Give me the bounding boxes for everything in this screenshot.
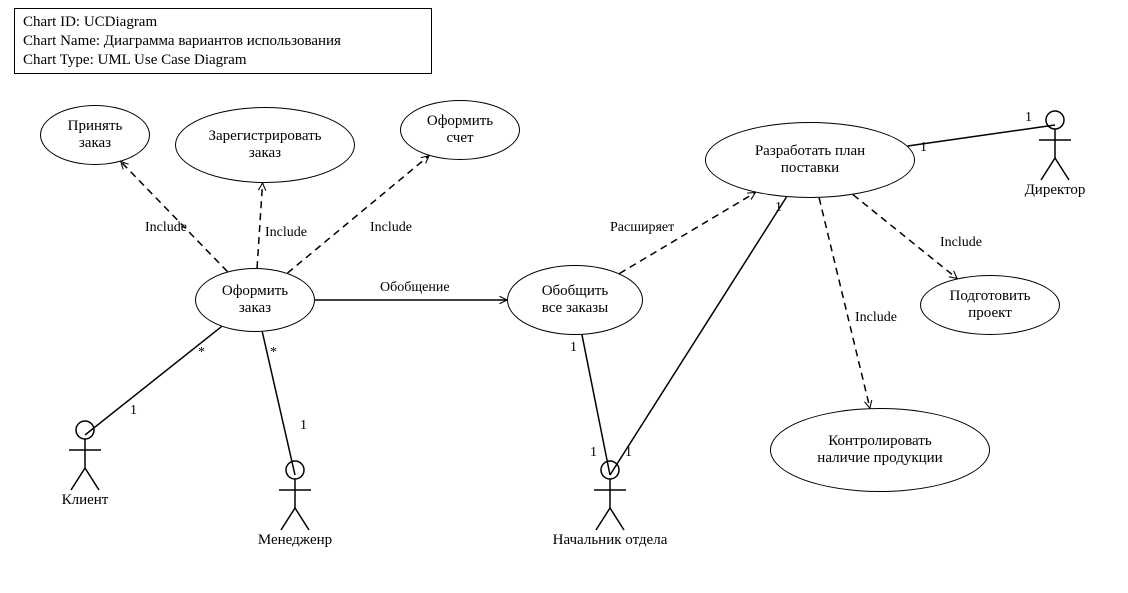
diagram-canvas: Chart ID: UCDiagram Chart Name: Диаграмм… [0, 0, 1128, 593]
usecase-register_order-label: Зарегистрировать заказ [209, 128, 322, 162]
usecase-plan-label: Разработать план поставки [755, 143, 865, 177]
usecase-place_order-label: Оформить заказ [222, 283, 288, 317]
edge-inc5-label: Include [855, 310, 897, 326]
chart-info-box: Chart ID: UCDiagram Chart Name: Диаграмм… [14, 8, 432, 74]
usecase-control: Контролировать наличие продукции [770, 408, 990, 492]
assoc-a1 [85, 327, 222, 435]
actor-client-label: Клиент [15, 492, 155, 509]
usecase-aggregate-label: Обобщить все заказы [542, 283, 609, 317]
edge-gen-label: Обобщение [380, 280, 450, 296]
assoc-a4 [610, 197, 786, 475]
usecase-register_order: Зарегистрировать заказ [175, 107, 355, 183]
edge-inc3-label: Include [370, 220, 412, 236]
usecase-project-label: Подготовить проект [950, 288, 1031, 322]
actor-manager-label: Менедженр [225, 532, 365, 549]
assoc-a5-mult-actor: 1 [1025, 110, 1032, 126]
assoc-a2-mult-actor: 1 [300, 418, 307, 434]
usecase-control-label: Контролировать наличие продукции [817, 433, 942, 467]
edge-inc1 [121, 162, 228, 272]
info-line-3: Chart Type: UML Use Case Diagram [23, 51, 423, 70]
assoc-a2 [262, 332, 295, 475]
usecase-place_order: Оформить заказ [195, 268, 315, 332]
actor-director-label: Директор [985, 182, 1125, 199]
usecase-invoice: Оформить счет [400, 100, 520, 160]
usecase-accept_order: Принять заказ [40, 105, 150, 165]
assoc-a4-mult-usecase: 1 [775, 200, 782, 216]
assoc-a5-mult-usecase: 1 [920, 140, 927, 156]
assoc-a1-mult-actor: 1 [130, 403, 137, 419]
usecase-project: Подготовить проект [920, 275, 1060, 335]
assoc-a3-mult-usecase: 1 [570, 340, 577, 356]
edge-inc2 [257, 183, 262, 268]
actor-manager [279, 461, 311, 530]
usecase-invoice-label: Оформить счет [427, 113, 493, 147]
assoc-a5 [908, 125, 1055, 146]
actor-director [1039, 111, 1071, 180]
usecase-accept_order-label: Принять заказ [68, 118, 123, 152]
edge-inc5 [819, 198, 870, 408]
edge-ext-label: Расширяет [610, 220, 674, 236]
usecase-plan: Разработать план поставки [705, 122, 915, 198]
info-line-2: Chart Name: Диаграмма вариантов использо… [23, 32, 423, 51]
actor-client [69, 421, 101, 490]
edge-inc4-label: Include [940, 235, 982, 251]
edge-inc2-label: Include [265, 225, 307, 241]
assoc-a1-mult-usecase: * [198, 345, 205, 361]
usecase-aggregate: Обобщить все заказы [507, 265, 643, 335]
actor-head-label: Начальник отдела [540, 532, 680, 549]
assoc-a4-mult-actor: 1 [625, 445, 632, 461]
edge-inc1-label: Include [145, 220, 187, 236]
info-line-1: Chart ID: UCDiagram [23, 13, 423, 32]
assoc-a3-mult-actor: 1 [590, 445, 597, 461]
assoc-a2-mult-usecase: * [270, 345, 277, 361]
